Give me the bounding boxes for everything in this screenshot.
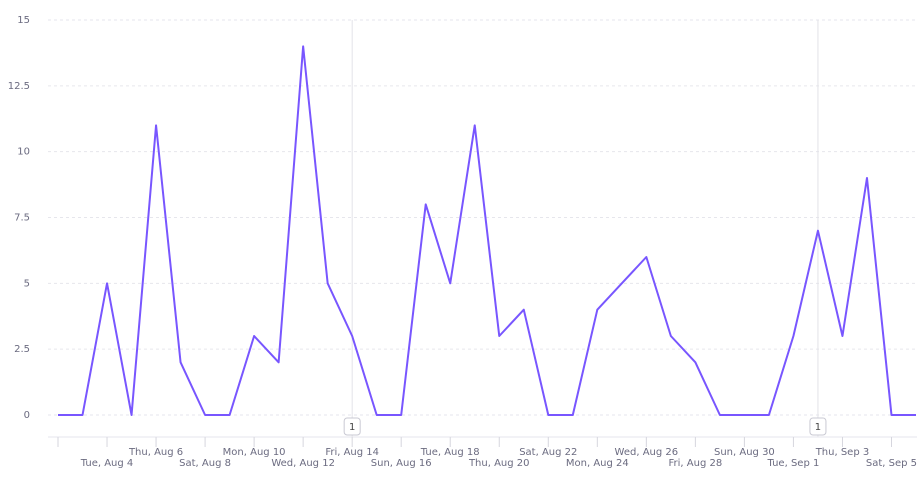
x-tick-label: Tue, Aug 4 — [80, 458, 134, 469]
y-tick-label: 12.5 — [8, 81, 30, 92]
x-tick-label: Sun, Aug 30 — [714, 447, 775, 458]
annotation-label: 1 — [349, 422, 355, 433]
x-tick-label: Sun, Aug 16 — [371, 458, 432, 469]
annotation-badge — [343, 417, 361, 436]
x-tick-label: Fri, Aug 28 — [669, 458, 723, 469]
y-tick-label: 2.5 — [14, 344, 30, 355]
y-tick-label: 0 — [24, 410, 30, 421]
x-tick-label: Sat, Aug 8 — [179, 458, 231, 469]
annotation-label: 1 — [815, 422, 821, 433]
y-tick-label: 7.5 — [14, 213, 30, 224]
x-tick-label: Mon, Aug 10 — [223, 447, 286, 458]
x-tick-label: Fri, Aug 14 — [325, 447, 379, 458]
x-tick-label: Mon, Aug 24 — [566, 458, 629, 469]
x-tick-label: Thu, Aug 6 — [128, 447, 183, 458]
x-tick-label: Wed, Aug 26 — [615, 447, 679, 458]
x-tick-label: Sat, Sep 5 — [866, 458, 917, 469]
annotation-badge — [809, 417, 827, 436]
y-tick-label: 15 — [17, 15, 30, 26]
x-tick-label: Thu, Sep 3 — [815, 447, 870, 458]
x-tick-label: Thu, Aug 20 — [468, 458, 530, 469]
line — [58, 45, 916, 416]
x-tick-label: Tue, Aug 18 — [420, 447, 480, 458]
x-tick-label: Wed, Aug 12 — [271, 458, 335, 469]
y-tick-label: 10 — [17, 147, 30, 158]
y-tick-label: 5 — [24, 278, 30, 289]
x-tick-label: Sat, Aug 22 — [519, 447, 577, 458]
x-tick-label: Tue, Sep 1 — [767, 458, 820, 469]
